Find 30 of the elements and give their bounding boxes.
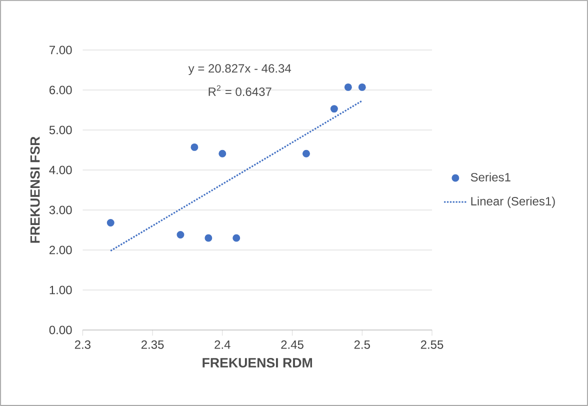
point [218,150,226,158]
x-tick-label: 2.45 [281,340,304,349]
point [330,105,338,113]
x-tick-label: 2.35 [141,340,164,349]
legend-label: Series1 [470,172,510,182]
point [204,234,212,242]
point [190,143,198,151]
annotation: R$^{2}$ = 0.6437 [208,85,272,96]
y-axis-title: FREKUENSI FSR [30,136,40,243]
annotation: y = 20.827x - 46.34 [188,64,292,76]
x-tick-label: 2.4 [214,340,230,349]
x-tick-label: 2.5 [354,340,370,349]
x-tick-label: 2.3 [74,340,90,349]
y-tick-label: 5.00 [49,126,72,134]
y-tick-label: 0.00 [49,326,72,334]
y-tick-label: 4.00 [49,166,72,174]
point [358,83,366,91]
y-tick-label: 3.00 [49,206,72,214]
point [344,83,352,91]
y-tick-label: 6.00 [50,86,72,94]
y-tick-label: 7.00 [50,46,72,54]
point [302,150,310,158]
x-axis-title: FREKUENSI RDM [202,358,312,368]
x-tick-label: 2.55 [420,340,444,349]
y-tick-label: 1.00 [50,286,72,294]
legend-label: Linear (Series1) [471,196,555,208]
point [176,231,184,239]
y-tick-label: 2.00 [50,246,72,254]
point [232,234,240,242]
point [106,219,114,227]
